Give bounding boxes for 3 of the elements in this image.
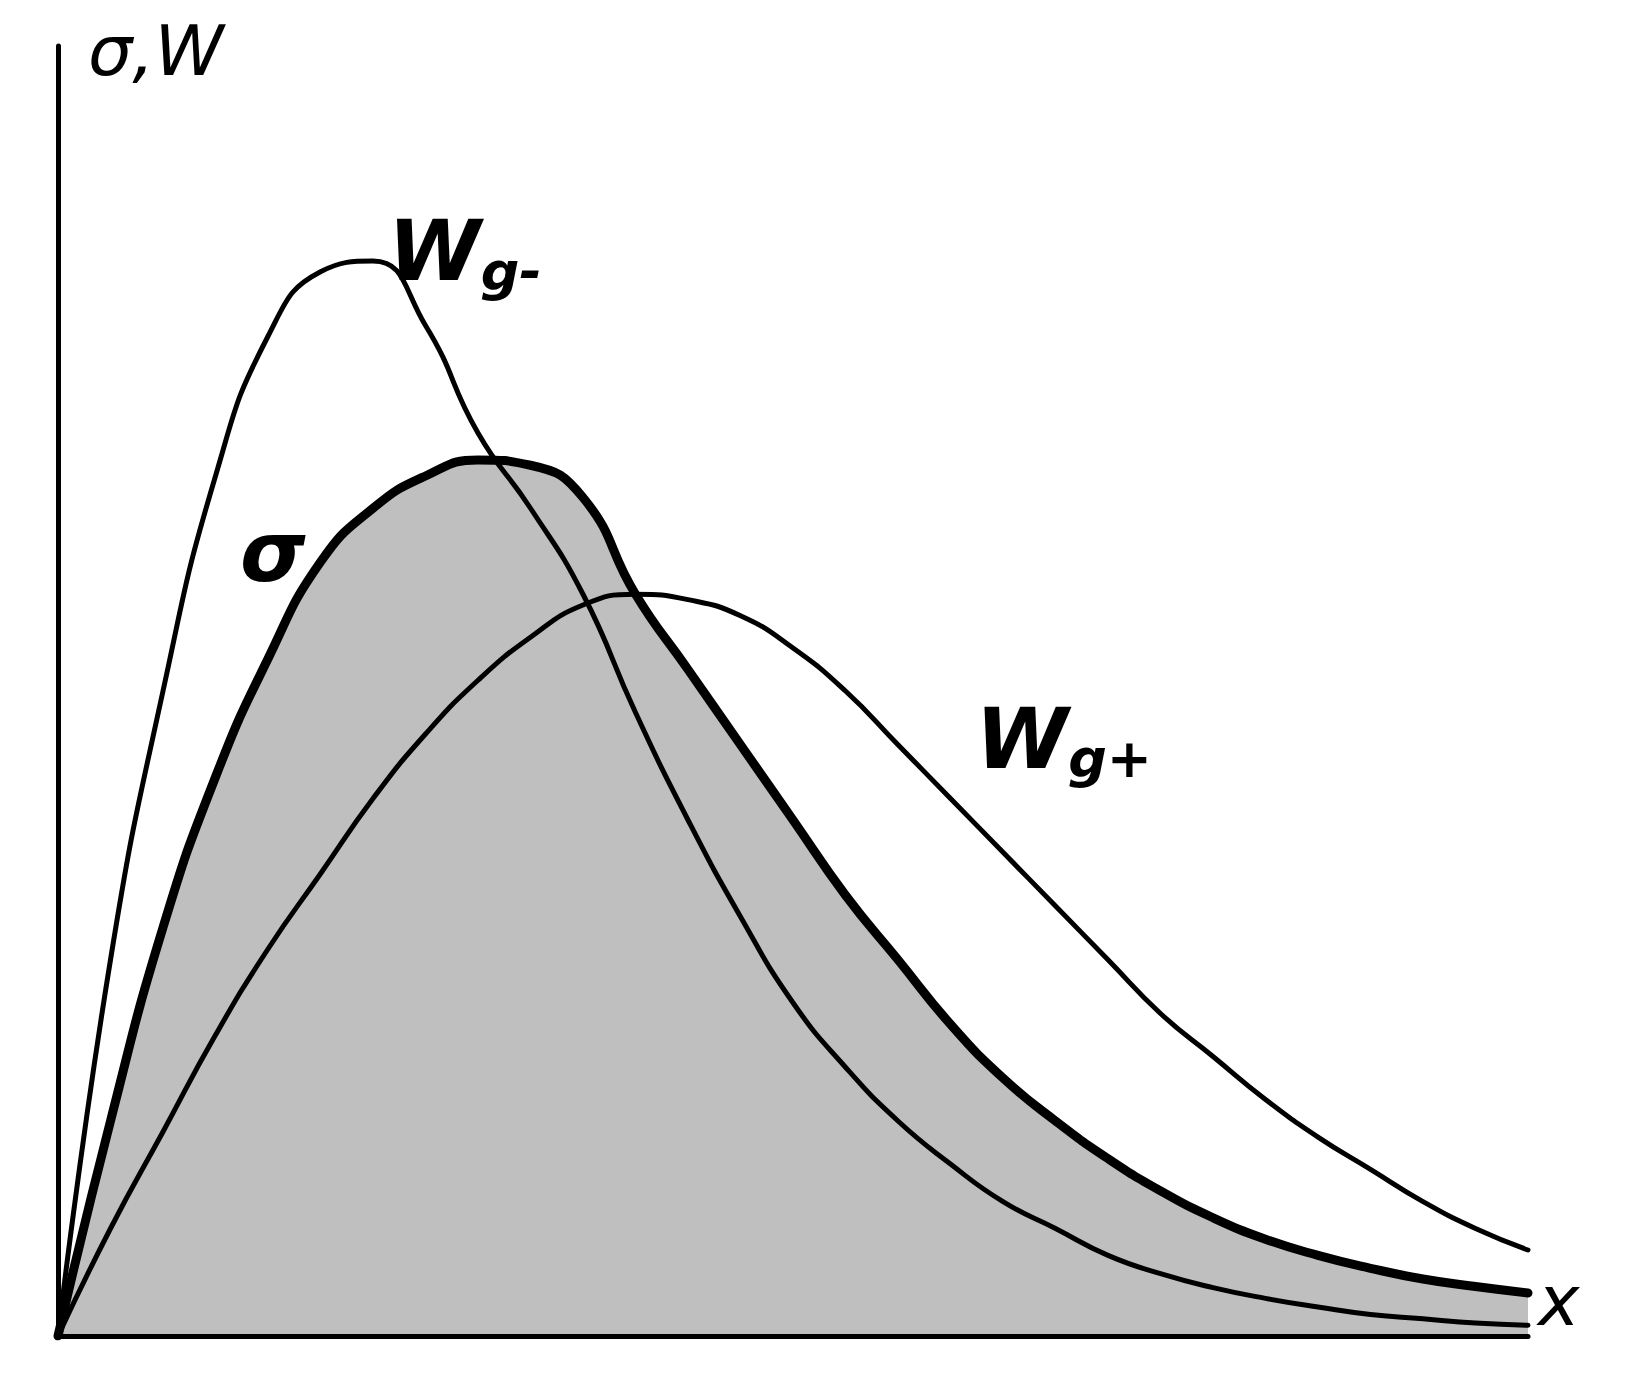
series-label: σ [240, 503, 307, 601]
x-axis-title: x [1536, 1260, 1580, 1342]
y-axis-title: σ,W [88, 10, 227, 92]
